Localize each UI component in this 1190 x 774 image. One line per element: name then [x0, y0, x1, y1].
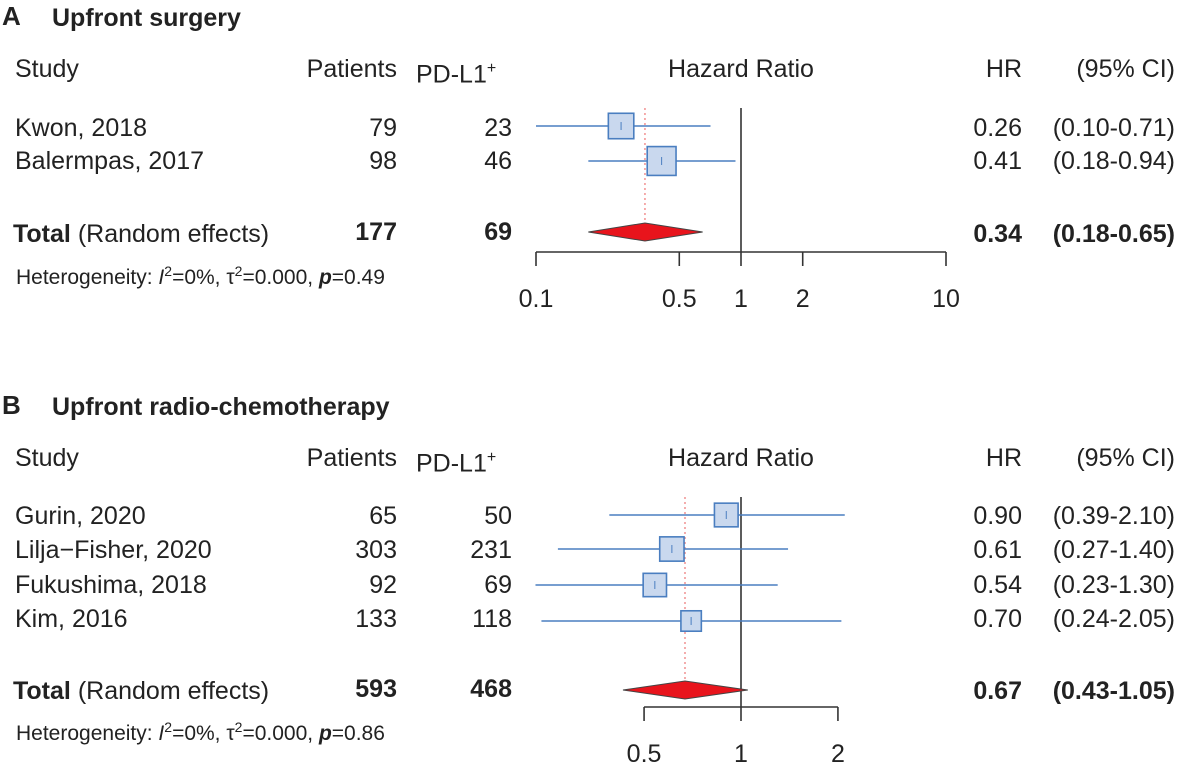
x-tick-label: 2 [831, 740, 845, 768]
header-hazard-ratio: Hazard Ratio [668, 444, 814, 472]
forest-plot-a: 0.1 0.5 1 2 10 [519, 108, 960, 313]
total-hr: 0.34 [973, 220, 1022, 248]
x-tick-label: 10 [932, 285, 960, 313]
study-name: Kwon, 2018 [15, 114, 148, 142]
panel-letter: A [2, 1, 21, 31]
header-pdl1: PD-L1+ [416, 60, 497, 89]
study-hr: 0.61 [973, 536, 1022, 564]
pooled-diamond [588, 222, 703, 242]
heterogeneity-stat: Heterogeneity: I2=0%, τ2=0.000, p=0.49 [16, 263, 385, 289]
header-hr: HR [985, 55, 1022, 83]
header-study: Study [15, 444, 79, 472]
header-hazard-ratio: Hazard Ratio [668, 55, 814, 83]
panel-title: Upfront surgery [52, 4, 241, 32]
study-hr: 0.26 [973, 114, 1022, 142]
panel-letter: B [2, 390, 21, 420]
study-pdl1: 50 [484, 502, 512, 530]
header-ci: (95% CI) [1076, 444, 1175, 472]
total-hr: 0.67 [973, 677, 1022, 705]
header-pdl1: PD-L1+ [416, 449, 497, 478]
header-hr: HR [985, 444, 1022, 472]
total-patients: 593 [355, 675, 397, 703]
x-tick-label: 2 [796, 285, 810, 313]
study-name: Balermpas, 2017 [15, 147, 205, 175]
study-name: Gurin, 2020 [15, 502, 146, 530]
forest-plot-b: 0.5 1 2 [535, 497, 845, 768]
header-patients: Patients [306, 444, 397, 472]
total-ci: (0.43-1.05) [1052, 677, 1175, 705]
study-name: Fukushima, 2018 [15, 571, 207, 599]
total-label: Total (Random effects) [13, 677, 270, 705]
study-ci: (0.39-2.10) [1052, 502, 1175, 530]
total-pdl1: 468 [470, 675, 512, 703]
x-tick-label: 0.5 [627, 740, 662, 768]
heterogeneity-stat: Heterogeneity: I2=0%, τ2=0.000, p=0.86 [16, 719, 385, 745]
study-patients: 65 [369, 502, 397, 530]
x-tick-label: 1 [734, 740, 748, 768]
study-hr: 0.41 [973, 147, 1022, 175]
study-pdl1: 69 [484, 571, 512, 599]
panel-title: Upfront radio-chemotherapy [52, 393, 390, 421]
study-pdl1: 23 [484, 114, 512, 142]
total-pdl1: 69 [484, 218, 512, 246]
header-study: Study [15, 55, 79, 83]
panel-b: B Upfront radio-chemotherapy Study Patie… [0, 385, 1190, 774]
x-tick-label: 1 [734, 285, 748, 313]
study-ci: (0.10-0.71) [1052, 114, 1175, 142]
total-patients: 177 [355, 218, 397, 246]
study-patients: 133 [355, 605, 397, 633]
study-hr: 0.70 [973, 605, 1022, 633]
study-patients: 98 [369, 147, 397, 175]
total-label: Total (Random effects) [13, 220, 270, 248]
total-ci: (0.18-0.65) [1052, 220, 1175, 248]
study-pdl1: 118 [472, 605, 512, 633]
study-patients: 303 [355, 536, 397, 564]
study-ci: (0.24-2.05) [1052, 605, 1175, 633]
study-ci: (0.27-1.40) [1052, 536, 1175, 564]
study-patients: 92 [369, 571, 397, 599]
x-tick-label: 0.5 [662, 285, 697, 313]
header-patients: Patients [306, 55, 397, 83]
study-hr: 0.90 [973, 502, 1022, 530]
study-pdl1: 231 [470, 536, 512, 564]
study-patients: 79 [369, 114, 397, 142]
study-pdl1: 46 [484, 147, 512, 175]
study-ci: (0.18-0.94) [1052, 147, 1175, 175]
study-name: Lilja−Fisher, 2020 [15, 536, 212, 564]
header-ci: (95% CI) [1076, 55, 1175, 83]
study-name: Kim, 2016 [15, 605, 128, 633]
study-hr: 0.54 [973, 571, 1022, 599]
study-ci: (0.23-1.30) [1052, 571, 1175, 599]
pooled-diamond [622, 680, 748, 700]
panel-a: A Upfront surgery Study Patients PD-L1+ … [0, 0, 1190, 345]
x-tick-label: 0.1 [519, 285, 554, 313]
